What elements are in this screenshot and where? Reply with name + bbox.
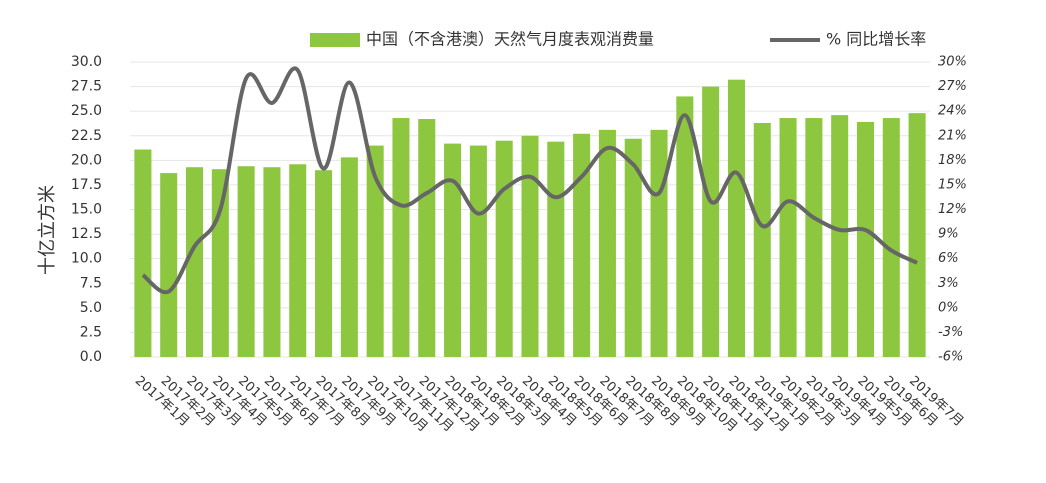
y-tick-label: 5.0 xyxy=(80,300,102,316)
line xyxy=(141,66,918,295)
y2-tick-label: 6% xyxy=(938,251,959,266)
bar xyxy=(753,122,771,357)
bar xyxy=(289,164,307,357)
bar xyxy=(315,170,333,357)
bar xyxy=(186,167,204,357)
bar xyxy=(831,115,849,357)
bar xyxy=(805,118,823,357)
y2-tick-label: 12% xyxy=(938,202,967,217)
y2-tick-label: 9% xyxy=(938,227,959,242)
bar xyxy=(598,129,616,357)
legend-label: % 同比增长率 xyxy=(826,30,926,49)
bar xyxy=(211,169,229,357)
bar xyxy=(160,173,178,357)
y2-tick-label: -6% xyxy=(938,350,963,365)
legend-swatch xyxy=(310,33,360,47)
bar xyxy=(263,167,281,357)
bar xyxy=(469,145,487,357)
y2-tick-label: -3% xyxy=(938,325,963,340)
y-tick-label: 10.0 xyxy=(71,251,102,267)
bar xyxy=(779,118,797,357)
bar xyxy=(624,138,642,357)
y-tick-label: 27.5 xyxy=(71,79,102,95)
y2-tick-label: 24% xyxy=(938,104,967,119)
y-tick-label: 12.5 xyxy=(71,226,102,242)
bar xyxy=(727,79,745,357)
y-tick-label: 17.5 xyxy=(71,177,102,193)
bar xyxy=(702,86,720,357)
bar xyxy=(521,135,539,357)
y2-tick-label: 0% xyxy=(938,300,959,315)
y-tick-label: 22.5 xyxy=(71,128,102,144)
bar xyxy=(495,140,513,357)
y-axis-label: 十亿立方米 xyxy=(37,185,58,275)
y-tick-label: 20.0 xyxy=(71,152,102,168)
y2-tick-label: 27% xyxy=(938,79,967,94)
bar xyxy=(237,166,255,357)
bar xyxy=(444,143,462,357)
y2-tick-label: 18% xyxy=(938,153,967,168)
bar xyxy=(882,118,900,357)
bar xyxy=(908,113,926,357)
y2-tick-label: 30% xyxy=(938,55,967,70)
y-tick-label: 30.0 xyxy=(71,54,102,70)
bar xyxy=(547,141,565,357)
bar xyxy=(134,149,152,357)
bar xyxy=(340,157,358,357)
y-tick-label: 2.5 xyxy=(80,324,102,340)
y2-tick-label: 21% xyxy=(938,128,967,143)
y-tick-label: 7.5 xyxy=(80,275,102,291)
bar xyxy=(650,129,668,357)
bar xyxy=(573,133,591,357)
bar xyxy=(856,121,874,357)
bar xyxy=(366,145,384,357)
legend-label: 中国（不含港澳）天然气月度表观消费量 xyxy=(366,30,654,49)
bar xyxy=(676,96,694,358)
y-tick-label: 25.0 xyxy=(71,103,102,119)
y-tick-label: 0.0 xyxy=(80,349,102,365)
y2-tick-label: 3% xyxy=(938,276,959,291)
y-tick-label: 15.0 xyxy=(71,202,102,218)
bar xyxy=(418,119,436,358)
bar xyxy=(392,118,410,357)
y2-tick-label: 15% xyxy=(938,177,967,192)
